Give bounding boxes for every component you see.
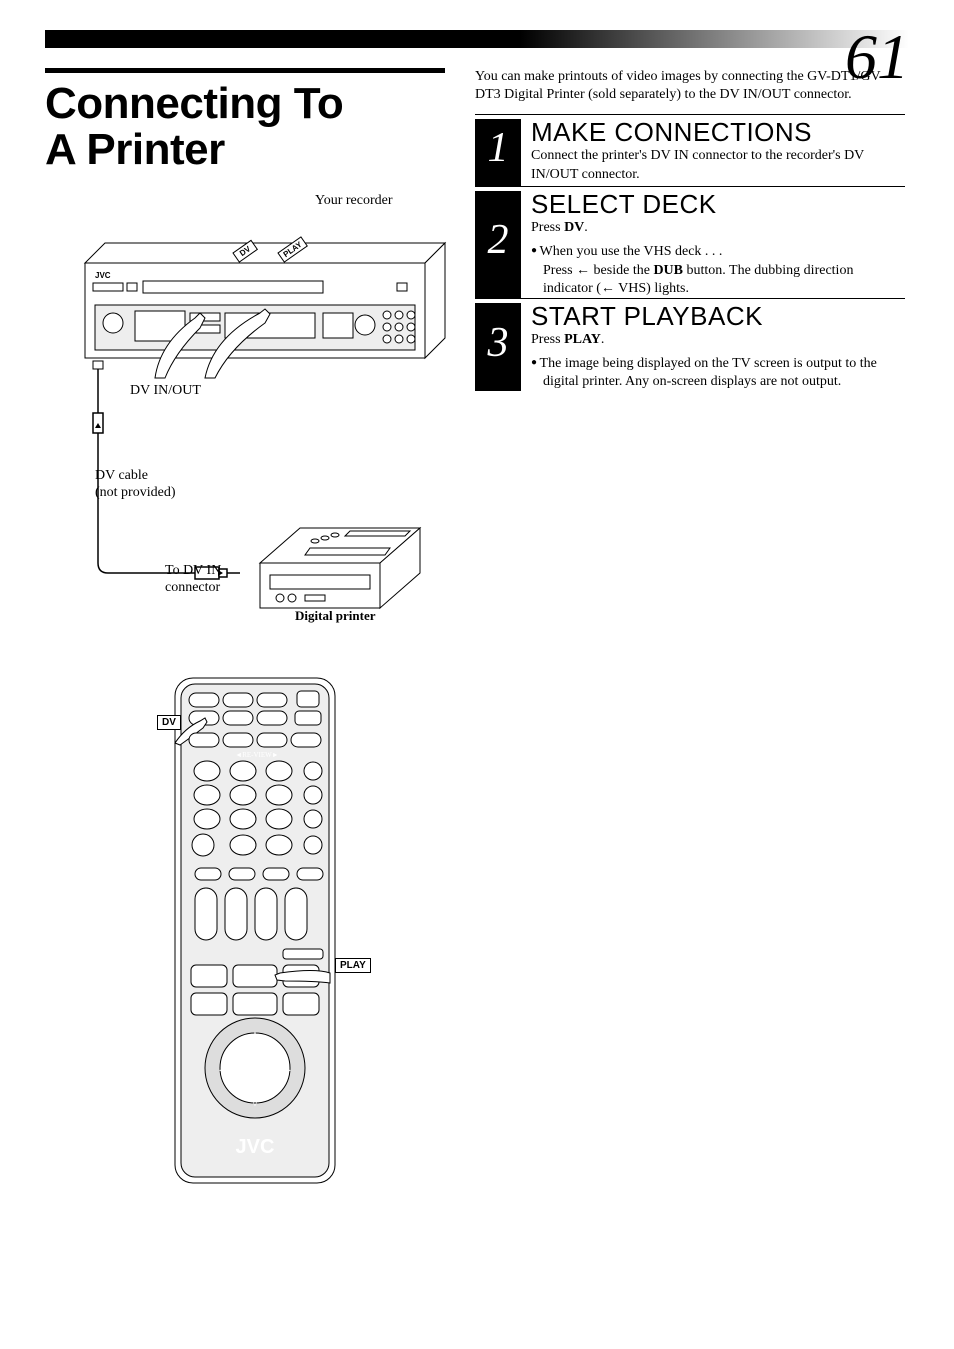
svg-text:−: − [203,922,210,936]
svg-text:•••: ••• [304,714,313,723]
step-1-title: MAKE CONNECTIONS [531,119,905,145]
remote-diagram: DV PLAY ⏻ ••• [45,673,445,1203]
header-gradient-bar [45,30,909,48]
remote-illustration: ⏻ ••• ◄RE-VIEW► 1 2 [165,673,355,1193]
svg-text:✕: ✕ [198,838,209,853]
page-content: Connecting To A Printer Your recorder JV… [45,68,909,1203]
dv-cable-label: DV cable (not provided) [95,468,175,502]
svg-text:3: 3 [276,766,282,778]
play-callout: PLAY [335,958,371,973]
svg-text:◁: ◁ [219,1065,227,1076]
jvc-logo: JVC [236,1136,275,1158]
main-title: Connecting To A Printer [45,81,445,173]
title-line-1: Connecting To [45,79,343,128]
svg-text:△: △ [251,1030,259,1041]
step-1-body: MAKE CONNECTIONS Connect the printer's D… [521,119,905,186]
svg-text:’’’’: ’’’’ [275,841,284,851]
dv-in-out-label: DV IN/OUT [130,383,201,399]
svg-text:−: − [233,922,240,936]
to-dv-in-label: To DV IN connector [165,563,221,597]
svg-text:◄◄: ◄◄ [199,972,219,983]
svg-text:⏻: ⏻ [304,694,311,704]
svg-text:▷: ▷ [283,1065,291,1076]
svg-text:❚❚: ❚❚ [292,998,310,1010]
svg-text:⏭: ⏭ [267,1064,274,1073]
step-2-title: SELECT DECK [531,191,905,217]
svg-text:+: + [293,892,300,906]
svg-text:1: 1 [204,766,210,778]
svg-text:⏮: ⏮ [235,1064,242,1073]
step-2-text: Press DV. [531,219,905,237]
svg-text:■: ■ [251,996,258,1010]
svg-text:?: ? [311,791,315,801]
svg-text:JVC: JVC [95,271,111,280]
step-2-body: SELECT DECK Press DV. When you use the V… [521,191,905,298]
svg-text:7: 7 [204,814,210,826]
right-column: You can make printouts of video images b… [475,68,905,1203]
step-number-1: 1 [475,119,521,186]
dv-callout: DV [157,715,181,730]
svg-text:◉: ◉ [309,815,317,825]
svg-text:+: + [203,892,210,906]
svg-text:▽: ▽ [251,1097,259,1108]
svg-text:5: 5 [240,790,246,802]
svg-text:6: 6 [276,790,282,802]
svg-text:9: 9 [276,814,282,826]
svg-text:•: • [207,996,212,1011]
step-1-text: Connect the printer's DV IN connector to… [531,147,905,183]
step-2-bullet: When you use the VHS deck . . . Press ← … [531,243,905,298]
left-column: Connecting To A Printer Your recorder JV… [45,68,445,1203]
recorder-illustration: JVC [65,213,465,633]
step-1: 1 MAKE CONNECTIONS Connect the printer's… [475,114,905,186]
title-line-2: A Printer [45,125,225,174]
step-number-3: 3 [475,303,521,392]
svg-text:◄RE-VIEW►: ◄RE-VIEW► [235,751,278,759]
svg-text:4: 4 [204,790,210,802]
svg-text:−: − [293,922,300,936]
step-3-body: START PLAYBACK Press PLAY. The image bei… [521,303,905,392]
svg-text:2: 2 [240,766,246,778]
step-3-bullet: The image being displayed on the TV scre… [531,355,905,391]
connection-diagram: Your recorder JVC [45,193,445,643]
step-3-title: START PLAYBACK [531,303,905,329]
step-3: 3 START PLAYBACK Press PLAY. The image b… [475,298,905,392]
intro-text: You can make printouts of video images b… [475,68,905,104]
digital-printer-label: Digital printer [295,608,376,624]
svg-text:0: 0 [240,840,246,852]
step-2: 2 SELECT DECK Press DV. When you use the… [475,186,905,298]
svg-text:+: + [263,892,270,906]
svg-text:►: ► [249,969,261,983]
your-recorder-label: Your recorder [315,193,393,209]
step-number-2: 2 [475,191,521,298]
step-3-text: Press PLAY. [531,331,905,349]
svg-text:8: 8 [240,814,246,826]
svg-text:−: − [263,922,270,936]
title-rule [45,68,445,73]
page-number: 61 [845,20,909,94]
svg-text:+: + [233,892,240,906]
